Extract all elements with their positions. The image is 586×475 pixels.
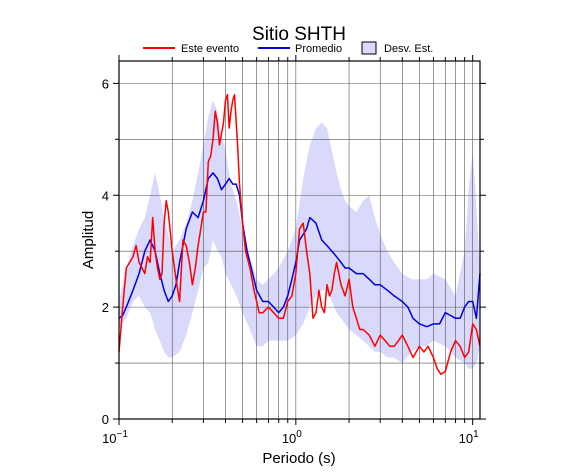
legend: Este evento Promedio Desv. Est.: [143, 41, 433, 55]
tick-labels: 0 2 4 6 10−1 100 101: [102, 76, 479, 446]
y-tick-label: 6: [102, 76, 109, 91]
legend-label-este-evento: Este evento: [181, 43, 239, 55]
x-tick-label: 10−1: [102, 429, 128, 446]
x-axis-label: Periodo (s): [262, 450, 335, 467]
legend-label-promedio: Promedio: [295, 43, 342, 55]
plot-frame: [118, 60, 481, 420]
chart-title: Sitio SHTH: [252, 24, 346, 45]
x-tick-label: 100: [282, 429, 302, 446]
y-tick-label: 0: [102, 412, 109, 427]
legend-swatch-desv-est: [361, 41, 377, 55]
y-tick-label: 4: [102, 188, 109, 203]
y-axis-label: Amplitud: [80, 211, 97, 269]
series: [118, 93, 481, 376]
series-este-evento: [118, 93, 481, 376]
x-tick-label: 101: [459, 429, 479, 446]
legend-label-desv-est: Desv. Est.: [384, 43, 433, 55]
ticks: [113, 55, 486, 425]
y-tick-label: 2: [102, 300, 109, 315]
